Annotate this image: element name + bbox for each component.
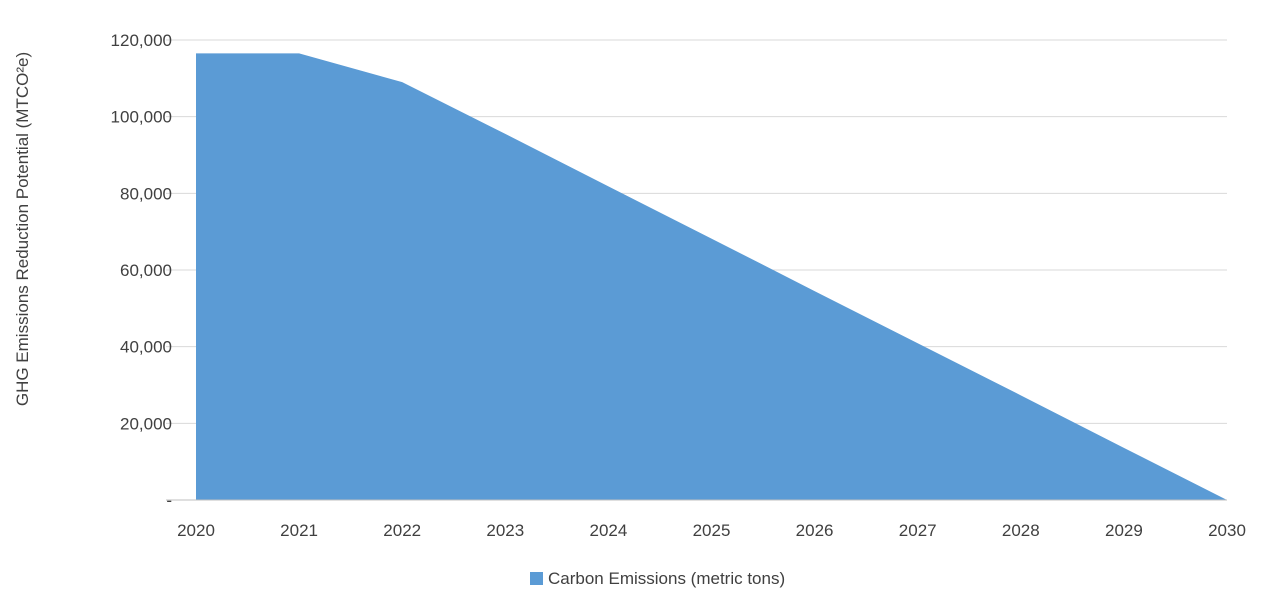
y-tick-label: 120,000 [111,31,172,50]
legend-swatch [530,572,543,585]
x-tick-label: 2022 [383,521,421,540]
x-tick-label: 2027 [899,521,937,540]
x-tick-label: 2028 [1002,521,1040,540]
y-tick-label: 40,000 [120,338,172,357]
y-axis-title: GHG Emissions Reduction Potential (MTCO²… [13,52,32,406]
x-tick-label: 2023 [486,521,524,540]
y-tick-label: 100,000 [111,108,172,127]
x-tick-label: 2021 [280,521,318,540]
x-tick-label: 2026 [796,521,834,540]
y-tick-label: 80,000 [120,184,172,203]
y-axis-ticks: - 20,000 40,000 60,000 80,000 100,000 120,000 [111,31,172,510]
x-axis-ticks: 2020 2021 2022 2023 2024 2025 2026 2027 2028 2029… [177,521,1246,540]
x-tick-label: 2024 [589,521,627,540]
x-tick-label: 2020 [177,521,215,540]
y-tick-label: - [166,491,172,510]
legend: Carbon Emissions (metric tons) [530,569,785,588]
x-tick-label: 2029 [1105,521,1143,540]
y-tick-label: 20,000 [120,414,172,433]
x-tick-label: 2025 [693,521,731,540]
legend-label: Carbon Emissions (metric tons) [548,569,785,588]
area-series-0 [196,53,1227,501]
x-tick-label: 2030 [1208,521,1246,540]
series-area-layer [166,53,1228,501]
y-tick-label: 60,000 [120,261,172,280]
